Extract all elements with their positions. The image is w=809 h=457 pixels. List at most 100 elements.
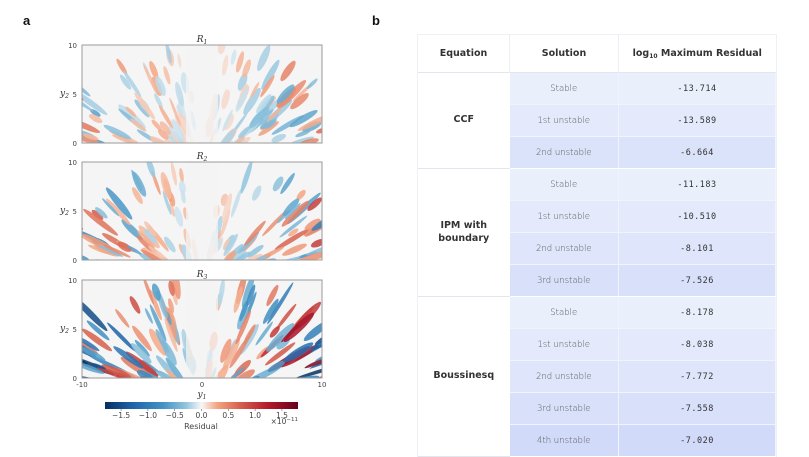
residual-value-cell: -7.558 [618, 392, 776, 425]
residual-streak [103, 124, 132, 140]
residual-streak [151, 119, 162, 131]
residual-streak [117, 241, 132, 252]
colorbar-tick-label: −0.5 [166, 411, 184, 420]
colorbar-tick-label: −1.5 [112, 411, 130, 420]
residual-streak [149, 304, 167, 342]
residual-streak [164, 236, 176, 253]
table-row: 2nd unstable -7.772 [418, 360, 776, 393]
residual-streak [246, 284, 256, 307]
table-row: 1st unstable -10.510 [418, 200, 776, 233]
residual-streak [307, 197, 322, 211]
table-row: Boussinesq Stable -8.178 [418, 296, 776, 457]
equation-label: Boussinesq [433, 370, 495, 382]
residual-streak [125, 106, 137, 117]
residual-streak [262, 209, 288, 237]
residual-streak [92, 363, 106, 370]
residual-streak [126, 245, 142, 255]
residual-streak [143, 229, 157, 245]
residual-streak [170, 162, 177, 186]
residual-streak [271, 133, 286, 143]
residual-streak [130, 118, 147, 132]
center-band [186, 280, 218, 378]
header-log-residual: log10 Maximum Residual [618, 35, 776, 73]
residual-streak [299, 138, 319, 143]
residual-streak [235, 310, 252, 345]
residual-streak [278, 79, 307, 109]
residual-streak [163, 66, 171, 85]
residual-streak [236, 136, 251, 143]
residual-streak [178, 180, 186, 195]
residual-streak [119, 74, 132, 90]
residual-streak [82, 341, 89, 365]
table-row: 3rd unstable -7.558 [418, 392, 776, 425]
residual-streak [101, 364, 132, 378]
residual-streak [169, 203, 176, 217]
solution-cell: 2nd unstable [509, 360, 619, 393]
residual-streak [295, 248, 322, 260]
plot-frame [81, 161, 323, 261]
residual-streak [82, 328, 112, 352]
residual-streak [244, 220, 266, 246]
residual-streak [155, 76, 166, 97]
residual-streak [149, 328, 167, 356]
table-row: 3rd unstable -7.526 [418, 264, 776, 297]
x-tick-label: 10 [318, 381, 327, 389]
residual-value-cell: -7.772 [618, 360, 776, 393]
equation-cell: CCF [418, 72, 510, 169]
y-tick-label: 5 [73, 326, 77, 334]
residual-streak [218, 280, 225, 302]
residual-streak [106, 198, 131, 226]
colorbar-tick-label: 1.0 [249, 411, 261, 420]
residual-streak [217, 45, 226, 55]
y-tick-label: 0 [73, 140, 77, 148]
residual-streak [82, 89, 108, 116]
residual-streak [149, 61, 159, 80]
solution-cell: 4th unstable [509, 424, 619, 457]
x-tick-label: -10 [76, 381, 87, 389]
residual-streak [160, 172, 172, 200]
residual-streak [247, 244, 264, 258]
residual-streak [165, 369, 182, 378]
residual-streak [54, 224, 80, 241]
y-tick-label: 10 [68, 159, 77, 167]
residual-streak [82, 134, 99, 143]
residual-streak [222, 238, 230, 250]
residual-streak [276, 84, 295, 104]
residual-streak [148, 245, 170, 260]
residual-streak [168, 280, 175, 296]
residual-streak [248, 106, 270, 129]
residual-value-cell: -6.664 [618, 136, 776, 169]
residual-streak [82, 294, 108, 332]
residual-streak [88, 114, 103, 124]
residual-streak [165, 132, 181, 143]
residual-streak [121, 219, 143, 240]
residual-streak [296, 189, 306, 200]
residual-streak [105, 187, 133, 220]
residual-value-cell: -8.178 [618, 296, 776, 329]
residual-streak [103, 244, 131, 258]
heatmap-field [82, 45, 322, 143]
residual-streak [113, 346, 144, 369]
residual-streak [267, 360, 286, 372]
residual-streak [155, 371, 169, 378]
residual-streak [328, 237, 350, 250]
residual-streak [252, 185, 262, 201]
residual-streak [82, 81, 91, 97]
residual-streak [171, 119, 185, 141]
residual-streak [134, 339, 150, 357]
x-axis-label: y1 [197, 390, 207, 401]
residual-streak [284, 203, 301, 219]
residual-streak [86, 320, 110, 341]
y-tick-label: 5 [73, 91, 77, 99]
residual-streak [306, 78, 318, 90]
y-tick-label: 0 [73, 257, 77, 265]
residual-streak [154, 93, 163, 109]
residual-streak [336, 368, 355, 379]
residual-streak [279, 215, 308, 238]
residual-value-cell: -13.589 [618, 104, 776, 137]
solution-cell: 2nd unstable [509, 136, 619, 169]
residual-value-cell: -7.020 [618, 424, 776, 457]
residual-streak [239, 300, 249, 322]
residual-streak [165, 45, 172, 64]
residual-streak [144, 308, 153, 324]
